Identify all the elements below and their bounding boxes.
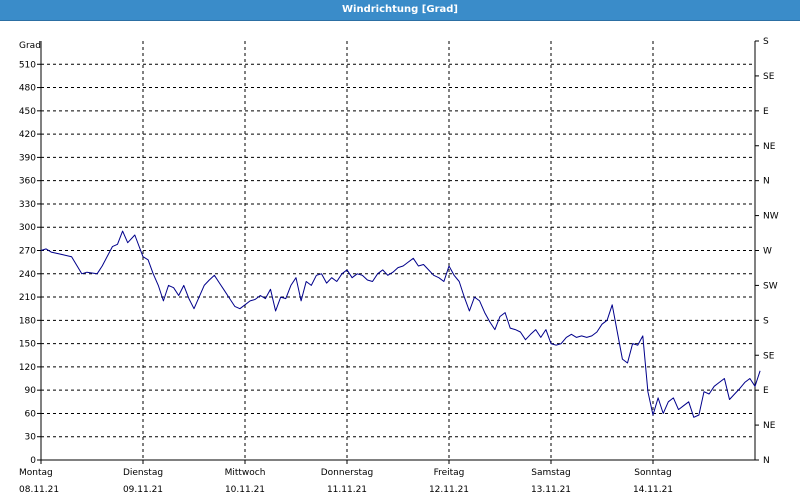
- x-tick-date-3: 11.11.21: [327, 485, 367, 495]
- right-tick-label-1: NE: [763, 421, 776, 431]
- wind-direction-chart: Grad 0 30 60 90 120 150 180 210 240 270 300 330 360 3…: [19, 37, 779, 495]
- x-tick-date-6: 14.11.21: [633, 485, 673, 495]
- right-tick-label-9: NE: [763, 142, 776, 152]
- right-tick-label-5: SW: [763, 281, 778, 291]
- right-tick-label-3: SE: [763, 351, 775, 361]
- y-tick-label-9: 270: [19, 247, 36, 257]
- right-tick-label-2: E: [763, 386, 769, 396]
- y-tick-label-5: 150: [19, 340, 36, 350]
- right-tick-label-7: NW: [763, 212, 779, 222]
- chart-title: Windrichtung [Grad]: [342, 4, 458, 15]
- right-tick-label-0: N: [763, 456, 770, 466]
- y-tick-label-10: 300: [19, 223, 36, 233]
- right-tick-label-4: S: [763, 316, 769, 326]
- x-tick-date-0: 08.11.21: [19, 485, 59, 495]
- right-tick-label-6: W: [763, 247, 772, 257]
- x-tick-day-5: Samstag: [531, 468, 570, 478]
- x-tick-day-4: Freitag: [434, 468, 465, 478]
- y-tick-label-2: 60: [25, 409, 37, 419]
- x-tick-day-1: Dienstag: [123, 468, 163, 478]
- y-axis-ticks: 0 30 60 90 120 150 180 210 240 270 300 330 360 390 420…: [19, 60, 41, 466]
- y-tick-label-13: 390: [19, 153, 36, 163]
- right-tick-label-11: SE: [763, 72, 775, 82]
- y-tick-label-4: 120: [19, 363, 36, 373]
- y-tick-label-7: 210: [19, 293, 36, 303]
- right-tick-label-12: S: [763, 37, 769, 47]
- y-tick-label-11: 330: [19, 200, 36, 210]
- y-tick-label-6: 180: [19, 316, 36, 326]
- x-tick-day-3: Donnerstag: [321, 468, 374, 478]
- x-axis-ticks: Montag 08.11.21 Dienstag 09.11.21 Mittwoch 10…: [19, 460, 673, 495]
- x-tick-day-6: Sonntag: [634, 468, 671, 478]
- y-tick-label-8: 240: [19, 270, 36, 280]
- y-tick-label-17: 510: [19, 60, 36, 70]
- y-tick-label-12: 360: [19, 177, 36, 187]
- y-tick-label-3: 90: [25, 386, 37, 396]
- x-tick-date-2: 10.11.21: [225, 485, 265, 495]
- grid: [41, 41, 755, 460]
- right-axis-ticks: N NE E SE S SW W NW N NE E SE S: [755, 37, 779, 466]
- x-tick-date-4: 12.11.21: [429, 485, 469, 495]
- y-tick-label-16: 480: [19, 84, 36, 94]
- right-tick-label-10: E: [763, 107, 769, 117]
- y-tick-label-1: 30: [25, 433, 37, 443]
- y-tick-label-15: 450: [19, 107, 36, 117]
- x-tick-date-5: 13.11.21: [531, 485, 571, 495]
- x-tick-date-1: 09.11.21: [123, 485, 163, 495]
- y-tick-label-0: 0: [30, 456, 36, 466]
- chart-title-bar: Windrichtung [Grad]: [0, 0, 800, 21]
- series-line-0: [40, 230, 761, 418]
- x-tick-day-0: Montag: [19, 468, 53, 478]
- series-layer: [40, 230, 761, 418]
- y-axis-label: Grad: [19, 41, 41, 51]
- x-tick-day-2: Mittwoch: [225, 468, 266, 478]
- right-tick-label-8: N: [763, 177, 770, 187]
- y-tick-label-14: 420: [19, 130, 36, 140]
